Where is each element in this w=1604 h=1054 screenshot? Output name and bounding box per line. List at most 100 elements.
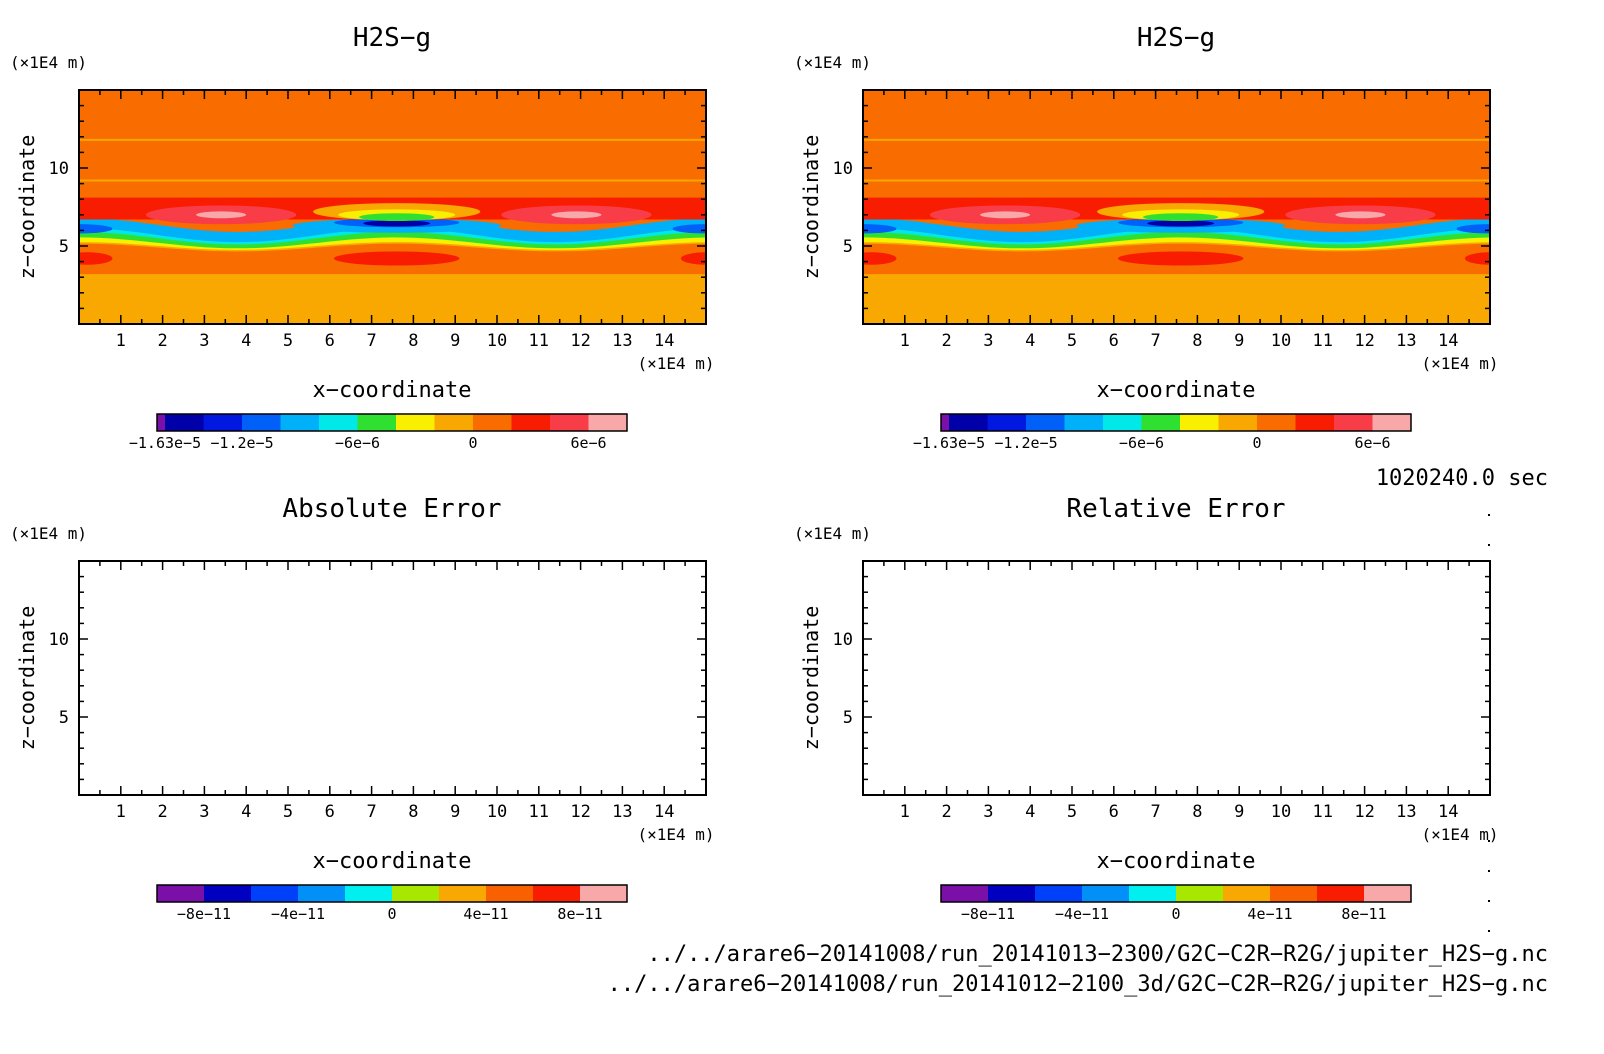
colorbar-frame — [156, 413, 628, 432]
z-unit-label: (×1E4 m) — [794, 524, 871, 543]
colorbar-label: 0 — [1171, 905, 1180, 923]
contour-blob — [672, 224, 706, 234]
contour-field — [863, 90, 1490, 324]
contour-blob — [1335, 211, 1386, 219]
x-tick-label: 5 — [1067, 802, 1077, 822]
marker-dot — [1488, 930, 1490, 932]
z-axis-label: z−coordinate — [15, 606, 39, 751]
colorbar-swatch — [1176, 885, 1224, 902]
contour-blob — [1464, 252, 1490, 265]
colorbar-frame — [940, 884, 1412, 903]
x-tick-label: 7 — [1150, 331, 1160, 351]
x-tick-label: 13 — [1396, 331, 1416, 351]
colorbar-label: 0 — [1252, 434, 1261, 452]
x-tick-label: 1 — [116, 802, 126, 822]
colorbar-swatch — [1180, 414, 1219, 431]
x-tick-label: 10 — [487, 802, 507, 822]
colorbar-label: 6e−6 — [570, 434, 606, 452]
z-tick-label: 5 — [843, 708, 853, 728]
z-tick-label: 10 — [49, 159, 69, 179]
colorbar-swatch — [1295, 414, 1335, 431]
colorbar-swatch — [941, 885, 989, 902]
x-tick-label: 13 — [612, 331, 632, 351]
file-path-2: ../../arare6−20141008/run_20141012−2100_… — [607, 972, 1548, 997]
z-axis-label: z−coordinate — [799, 606, 823, 751]
colorbar-swatch — [1372, 414, 1412, 431]
chart-title: H2S−g — [353, 23, 431, 53]
colorbar-swatch — [157, 414, 166, 431]
colorbar-label: 6e−6 — [1354, 434, 1390, 452]
colorbar-label: −1.2e−5 — [994, 434, 1057, 452]
x-tick-label: 4 — [1025, 331, 1035, 351]
marker-dot — [1488, 840, 1490, 842]
x-tick-label: 2 — [157, 331, 167, 351]
x-tick-label: 12 — [1354, 331, 1374, 351]
colorbar-swatch — [1334, 414, 1373, 431]
colorbar-swatch — [242, 414, 281, 431]
x-axis-label: x−coordinate — [1097, 378, 1256, 403]
colorbar-swatch — [1082, 885, 1130, 902]
x-tick-label: 14 — [654, 331, 674, 351]
x-tick-label: 11 — [529, 802, 549, 822]
file-path-1: ../../arare6−20141008/run_20141013−2300/… — [647, 942, 1548, 967]
colorbar-swatch — [298, 885, 346, 902]
x-tick-label: 9 — [1234, 331, 1244, 351]
chart-panel: H2S−g(×1E4 m)1 2 3 4 5 6 7 8 9 10 11 12 13 14510(×1E4… — [794, 23, 1499, 452]
colorbar-swatch — [486, 885, 534, 902]
x-tick-label: 10 — [1271, 331, 1291, 351]
marker-dot — [1488, 900, 1490, 902]
x-tick-label: 6 — [1109, 802, 1119, 822]
colorbar-label: 4e−11 — [463, 905, 508, 923]
x-tick-label: 11 — [1313, 802, 1333, 822]
z-axis-label: z−coordinate — [799, 135, 823, 280]
colorbar-swatch — [251, 885, 299, 902]
contour-blob — [980, 211, 1031, 219]
colorbar-label: −4e−11 — [271, 905, 325, 923]
x-tick-label: 3 — [983, 802, 993, 822]
colorbar-swatch — [1223, 885, 1271, 902]
x-tick-label: 5 — [283, 802, 293, 822]
colorbar-swatch — [533, 885, 581, 902]
x-tick-label: 13 — [1396, 802, 1416, 822]
colorbar-swatch — [1103, 414, 1142, 431]
x-tick-label: 6 — [325, 802, 335, 822]
contour-band — [863, 302, 1490, 324]
colorbar-swatch — [1064, 414, 1104, 431]
contour-blob — [79, 224, 113, 234]
x-tick-label: 14 — [1438, 802, 1458, 822]
contour-blob — [863, 252, 897, 265]
z-unit-label: (×1E4 m) — [10, 53, 87, 72]
contour-blob — [1143, 213, 1219, 222]
colorbar-swatch — [1035, 885, 1083, 902]
colorbar-swatch — [1257, 414, 1296, 431]
colorbar-swatch — [345, 885, 393, 902]
colorbar-label: −1.63e−5 — [129, 434, 201, 452]
z-unit-label: (×1E4 m) — [10, 524, 87, 543]
colorbar-swatch — [988, 885, 1036, 902]
contour-blob — [680, 252, 706, 265]
x-tick-label: 3 — [983, 331, 993, 351]
colorbar-swatch — [473, 414, 512, 431]
x-tick-label: 12 — [570, 331, 590, 351]
contour-blob — [79, 252, 113, 265]
x-unit-label: (×1E4 m) — [1421, 354, 1498, 373]
x-tick-label: 9 — [450, 802, 460, 822]
x-tick-label: 1 — [900, 802, 910, 822]
colorbar-label: 0 — [387, 905, 396, 923]
chart-panel: Relative Error(×1E4 m)1 2 3 4 5 6 7 8 9 10 11 12 13 1… — [794, 494, 1499, 923]
colorbar-swatch — [580, 885, 628, 902]
colorbar-label: −8e−11 — [961, 905, 1015, 923]
x-tick-label: 12 — [570, 802, 590, 822]
colorbar-label: −6e−6 — [335, 434, 380, 452]
colorbar-label: −6e−6 — [1119, 434, 1164, 452]
x-tick-label: 3 — [199, 802, 209, 822]
contour-blob — [1456, 224, 1490, 234]
x-tick-label: 5 — [1067, 331, 1077, 351]
contour-band — [79, 217, 706, 243]
x-tick-label: 7 — [1150, 802, 1160, 822]
x-tick-label: 8 — [408, 802, 418, 822]
colorbar-label: −8e−11 — [177, 905, 231, 923]
x-tick-label: 7 — [366, 802, 376, 822]
colorbar-swatch — [1129, 885, 1177, 902]
chart-panel: Absolute Error(×1E4 m)1 2 3 4 5 6 7 8 9 10 11 12 13 1… — [10, 494, 715, 923]
